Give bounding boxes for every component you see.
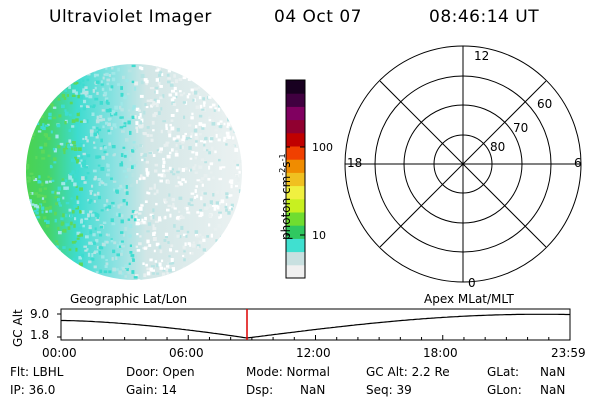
apex-label: Apex MLat/MLT: [424, 292, 514, 306]
date-label: 04 Oct 07: [274, 7, 362, 27]
y-tick-1-8: 1.8: [30, 328, 50, 342]
mlt-label-6: 6: [574, 156, 582, 170]
mlt-label-12: 12: [474, 49, 490, 63]
x-tick-1800: 18:00: [423, 346, 458, 360]
y-tick-9: 9.0: [30, 307, 50, 321]
colorbar-tick-label-100: 100: [312, 141, 333, 154]
polar-ring-80: [433, 134, 493, 194]
colorbar-tick-label-10: 10: [312, 229, 326, 242]
lat-label-80: 80: [490, 140, 506, 154]
seq-status: Seq: 39: [366, 383, 412, 397]
mode-status: Mode: Normal: [246, 365, 330, 379]
lat-label-60: 60: [537, 97, 553, 111]
polar-ring-60: [374, 75, 552, 253]
gc-alt-axis-title: GC Alt: [11, 309, 25, 347]
glat-label: GLat:: [487, 365, 520, 379]
polar-diagonal-2: [379, 80, 547, 248]
x-tick-0000: 00:00: [42, 346, 77, 360]
altitude-curve: [61, 313, 570, 339]
gain-status: Gain: 14: [126, 383, 177, 397]
timeline-frame: [60, 308, 571, 341]
colorbar-block: [286, 132, 305, 147]
geographic-label: Geographic Lat/Lon: [70, 292, 188, 306]
door-status: Door: Open: [126, 365, 195, 379]
instrument-title: Ultraviolet Imager: [49, 7, 212, 27]
x-tick-2359: 23:59: [551, 346, 586, 360]
mlt-label-0: 0: [468, 276, 476, 290]
colorbar-block: [286, 238, 305, 253]
colorbar-block: [286, 93, 305, 107]
timeline-x-ticks: [60, 335, 571, 340]
colorbar-block: [286, 251, 305, 266]
colorbar-block: [286, 80, 305, 94]
x-tick-1200: 12:00: [296, 346, 331, 360]
colorbar-block: [286, 106, 305, 121]
polar-ring-70: [403, 104, 523, 224]
glat-value: NaN: [540, 365, 566, 379]
time-label: 08:46:14 UT: [429, 7, 540, 27]
colorbar-units-label: photon cm-2s-1: [278, 153, 293, 240]
dsp-label: Dsp:: [246, 383, 274, 397]
dsp-value: NaN: [300, 383, 326, 397]
glon-label: GLon:: [487, 383, 522, 397]
mlt-label-18: 18: [347, 156, 363, 170]
colorbar-block: [286, 264, 305, 279]
gc-alt-status: GC Alt: 2.2 Re: [366, 365, 450, 379]
polar-ring-outer: [344, 45, 582, 283]
polar-diagonal-1: [379, 80, 547, 248]
colorbar-block: [286, 119, 305, 134]
filter-status: Flt: LBHL: [10, 365, 64, 379]
glon-value: NaN: [540, 383, 566, 397]
ip-status: IP: 36.0: [10, 383, 56, 397]
lat-label-70: 70: [513, 121, 529, 135]
x-tick-0600: 06:00: [169, 346, 204, 360]
